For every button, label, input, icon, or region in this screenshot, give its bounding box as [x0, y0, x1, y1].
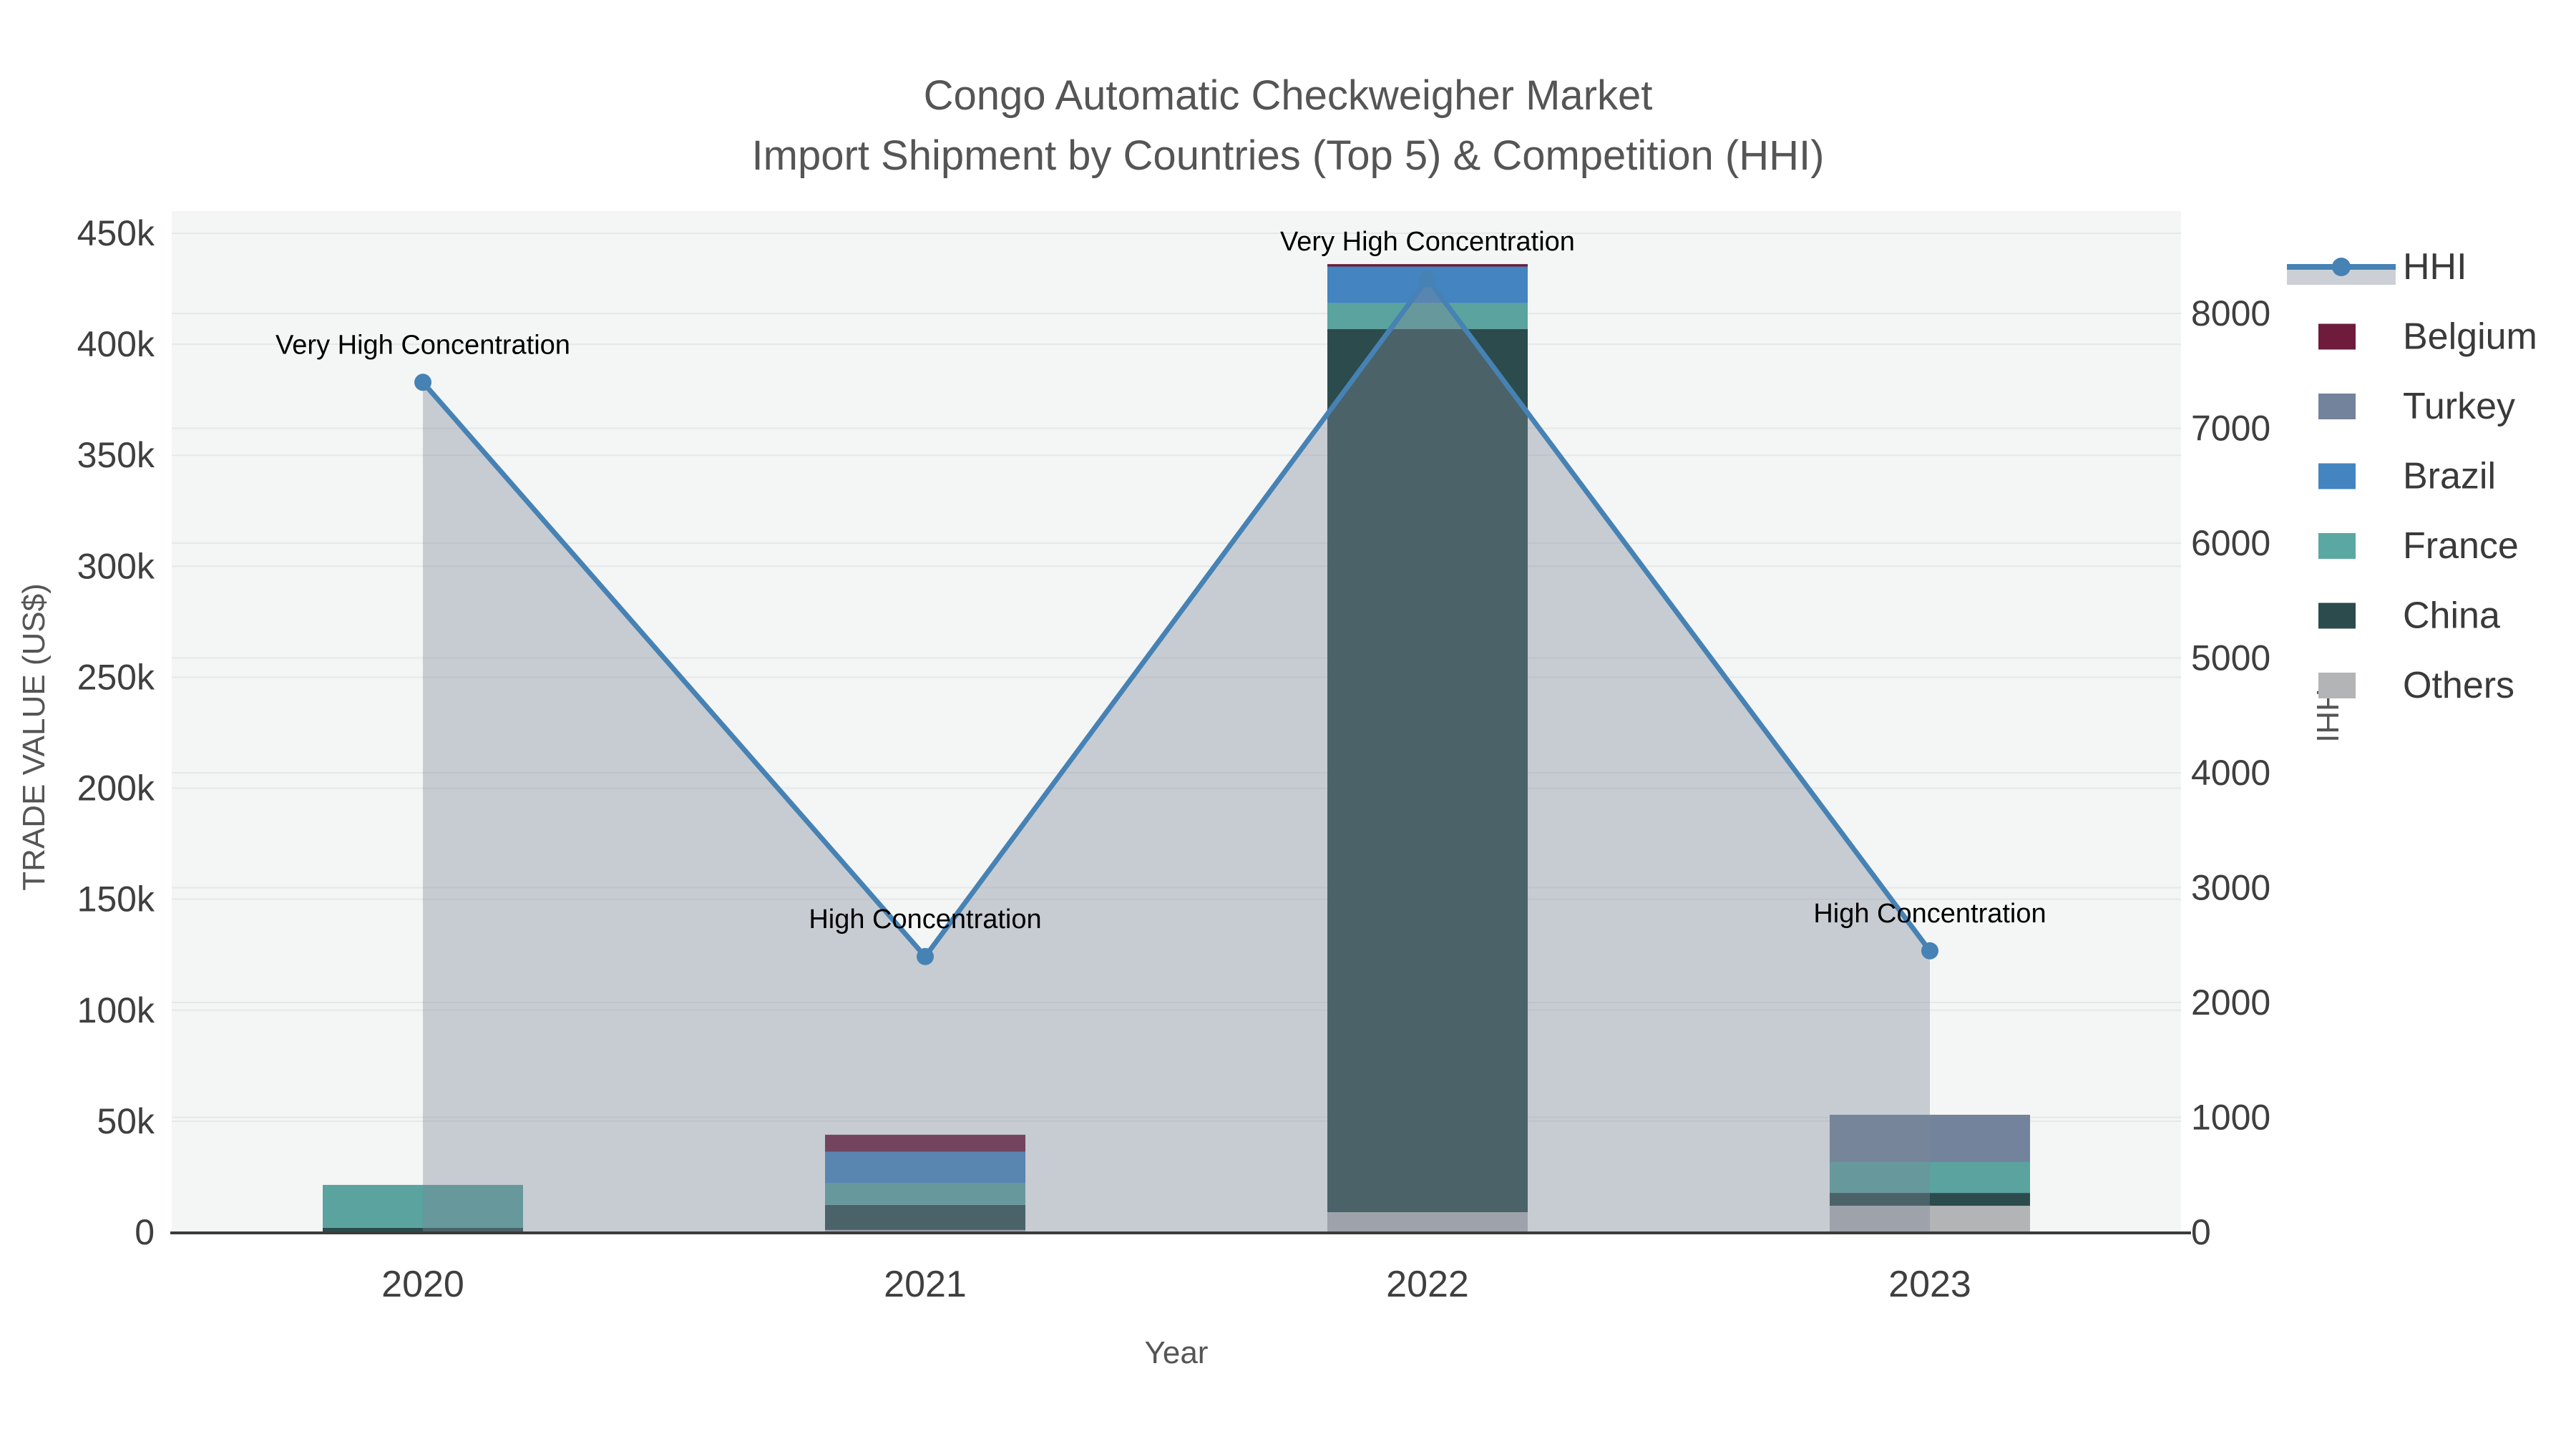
left-tick-label-400k: 400k [77, 324, 155, 364]
bar-segment-france-2023 [1830, 1161, 2030, 1194]
hhi-line [421, 274, 1932, 961]
hhi-marker-2023 [1921, 942, 1938, 960]
legend-item-brazil[interactable]: Brazil [2318, 456, 2496, 497]
left-tick-label-300k: 300k [77, 546, 155, 586]
bar-segment-turkey-2023 [1830, 1114, 2030, 1162]
bar-segment-france-2021 [825, 1183, 1025, 1205]
legend-label-turkey: Turkey [2403, 386, 2515, 427]
bar-segment-china-2021 [825, 1204, 1025, 1230]
right-tick-label-0: 0 [2191, 1212, 2211, 1252]
legend-label-belgium: Belgium [2403, 316, 2537, 358]
legend-label-others: Others [2403, 665, 2514, 706]
legend-swatch-others [2318, 673, 2356, 698]
legend-item-china[interactable]: China [2318, 595, 2500, 637]
bar-segment-china-2023 [1830, 1193, 2030, 1206]
bar-segment-china-2022 [1327, 328, 1528, 1213]
left-tick-label-100k: 100k [77, 990, 155, 1030]
left-tick-label-0: 0 [135, 1212, 155, 1252]
right-tick-label-7000: 7000 [2191, 409, 2270, 449]
x-tick-label-2021: 2021 [884, 1264, 967, 1305]
legend-label-hhi: HHI [2403, 246, 2467, 288]
x-tick-label-2020: 2020 [381, 1264, 464, 1305]
bar-segment-china-2020 [323, 1227, 523, 1232]
annotation-2023: High Concentration [1813, 899, 2046, 929]
right-tick-label-3000: 3000 [2191, 868, 2270, 908]
right-tick-label-4000: 4000 [2191, 753, 2270, 793]
bar-segment-france-2022 [1327, 303, 1528, 329]
legend-item-turkey[interactable]: Turkey [2318, 386, 2515, 427]
legend-item-hhi[interactable]: HHI [2287, 246, 2467, 288]
legend-label-brazil: Brazil [2403, 456, 2496, 497]
right-tick-label-6000: 6000 [2191, 523, 2270, 563]
legend-label-france: France [2403, 525, 2519, 567]
hhi-marker-2020 [414, 374, 431, 391]
annotation-2020: Very High Concentration [275, 330, 570, 360]
left-tick-label-250k: 250k [77, 657, 155, 697]
hhi-legend-marker [2332, 258, 2351, 276]
right-tick-label-8000: 8000 [2191, 293, 2270, 333]
bar-segment-france-2020 [323, 1184, 523, 1228]
right-tick-label-5000: 5000 [2191, 638, 2270, 678]
bar-segment-brazil-2021 [825, 1151, 1025, 1184]
y-axis-title-left: TRADE VALUE (US$) [16, 583, 52, 891]
plot-area [172, 211, 2181, 1232]
legend-item-belgium[interactable]: Belgium [2318, 316, 2537, 358]
left-tick-label-450k: 450k [77, 213, 155, 253]
legend-swatch-belgium [2318, 323, 2356, 350]
legend-swatch-china [2318, 602, 2356, 629]
legend-swatch-turkey [2318, 394, 2356, 419]
bar-segment-others-2023 [1830, 1206, 2030, 1232]
chart-title: Congo Automatic Checkweigher Market [924, 72, 1653, 119]
x-tick-label-2022: 2022 [1386, 1264, 1469, 1305]
legend-swatch-brazil [2318, 463, 2356, 489]
right-tick-label-1000: 1000 [2191, 1098, 2270, 1138]
hhi-marker-2021 [917, 947, 934, 965]
left-tick-label-350k: 350k [77, 435, 155, 475]
bar-segment-others-2021 [825, 1229, 1025, 1232]
annotation-2022: Very High Concentration [1280, 227, 1575, 257]
right-tick-label-2000: 2000 [2191, 982, 2270, 1023]
hhi-area-fill [423, 278, 1930, 1233]
legend-item-france[interactable]: France [2318, 525, 2519, 567]
x-axis-title: Year [1145, 1335, 1209, 1370]
bar-segment-others-2022 [1327, 1212, 1528, 1232]
bar-segment-belgium-2022 [1327, 264, 1528, 267]
left-tick-label-150k: 150k [77, 879, 155, 919]
bar-segment-belgium-2021 [825, 1134, 1025, 1152]
legend-label-china: China [2403, 595, 2500, 637]
hhi-legend-band [2287, 269, 2396, 285]
legend-swatch-france [2318, 533, 2356, 559]
annotation-2021: High Concentration [809, 904, 1041, 935]
x-tick-label-2023: 2023 [1888, 1264, 1971, 1305]
left-tick-label-50k: 50k [97, 1101, 155, 1141]
legend-item-others[interactable]: Others [2318, 665, 2514, 706]
chart-subtitle: Import Shipment by Countries (Top 5) & C… [752, 132, 1825, 179]
hhi-marker-2022 [1419, 270, 1436, 288]
left-tick-label-200k: 200k [77, 769, 155, 809]
